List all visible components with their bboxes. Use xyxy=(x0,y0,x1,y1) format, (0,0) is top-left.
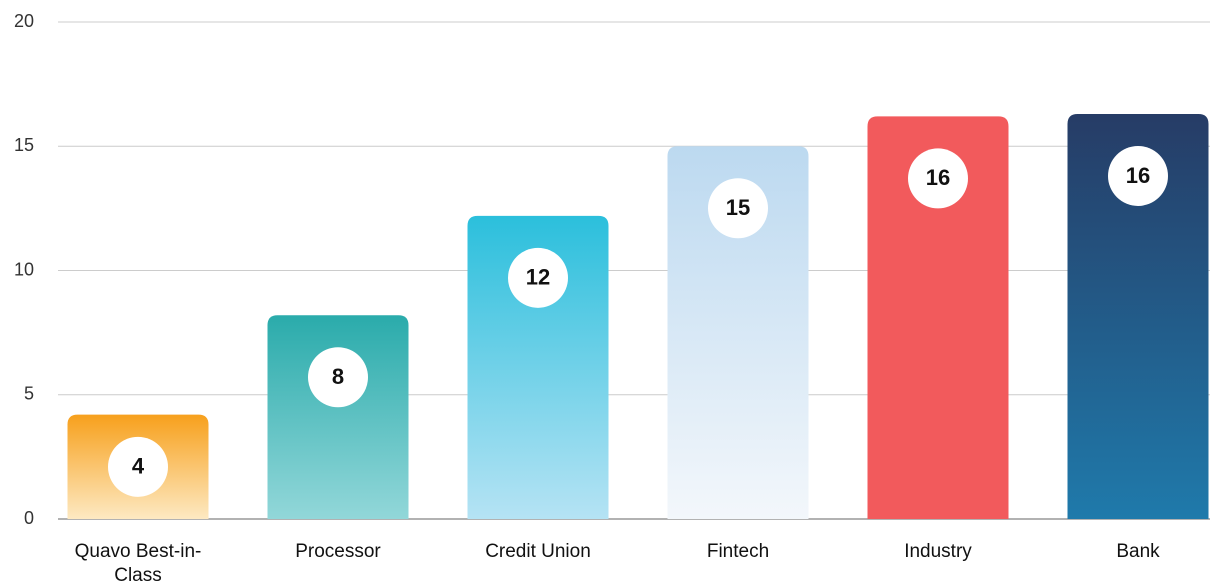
value-label: 16 xyxy=(926,165,950,190)
value-badge xyxy=(1108,145,1168,206)
value-label: 8 xyxy=(332,364,344,389)
value-badge xyxy=(108,436,168,497)
value-label: 15 xyxy=(726,195,750,220)
bar xyxy=(267,315,409,519)
value-label: 12 xyxy=(526,265,550,290)
bar xyxy=(867,116,1009,520)
x-tick-label: Processor xyxy=(295,541,381,562)
value-badge xyxy=(308,347,368,408)
value-badge xyxy=(908,148,968,209)
value-label: 4 xyxy=(132,454,145,479)
x-tick-label: Bank xyxy=(1116,541,1160,562)
y-tick-label: 20 xyxy=(14,11,34,31)
value-badge xyxy=(708,178,768,239)
value-label: 16 xyxy=(1126,163,1150,188)
bar xyxy=(667,146,809,519)
y-tick-label: 0 xyxy=(24,508,34,528)
bar xyxy=(1067,113,1209,519)
x-tick-label: Industry xyxy=(904,541,972,562)
y-tick-label: 10 xyxy=(14,259,34,279)
y-tick-label: 15 xyxy=(14,135,34,155)
x-tick-label: Quavo Best-in-Class xyxy=(74,541,202,586)
y-tick-label: 5 xyxy=(24,384,34,404)
x-tick-label: Credit Union xyxy=(485,541,591,562)
x-tick-label: Fintech xyxy=(706,541,770,562)
value-badge xyxy=(508,247,568,308)
bar xyxy=(467,215,609,519)
